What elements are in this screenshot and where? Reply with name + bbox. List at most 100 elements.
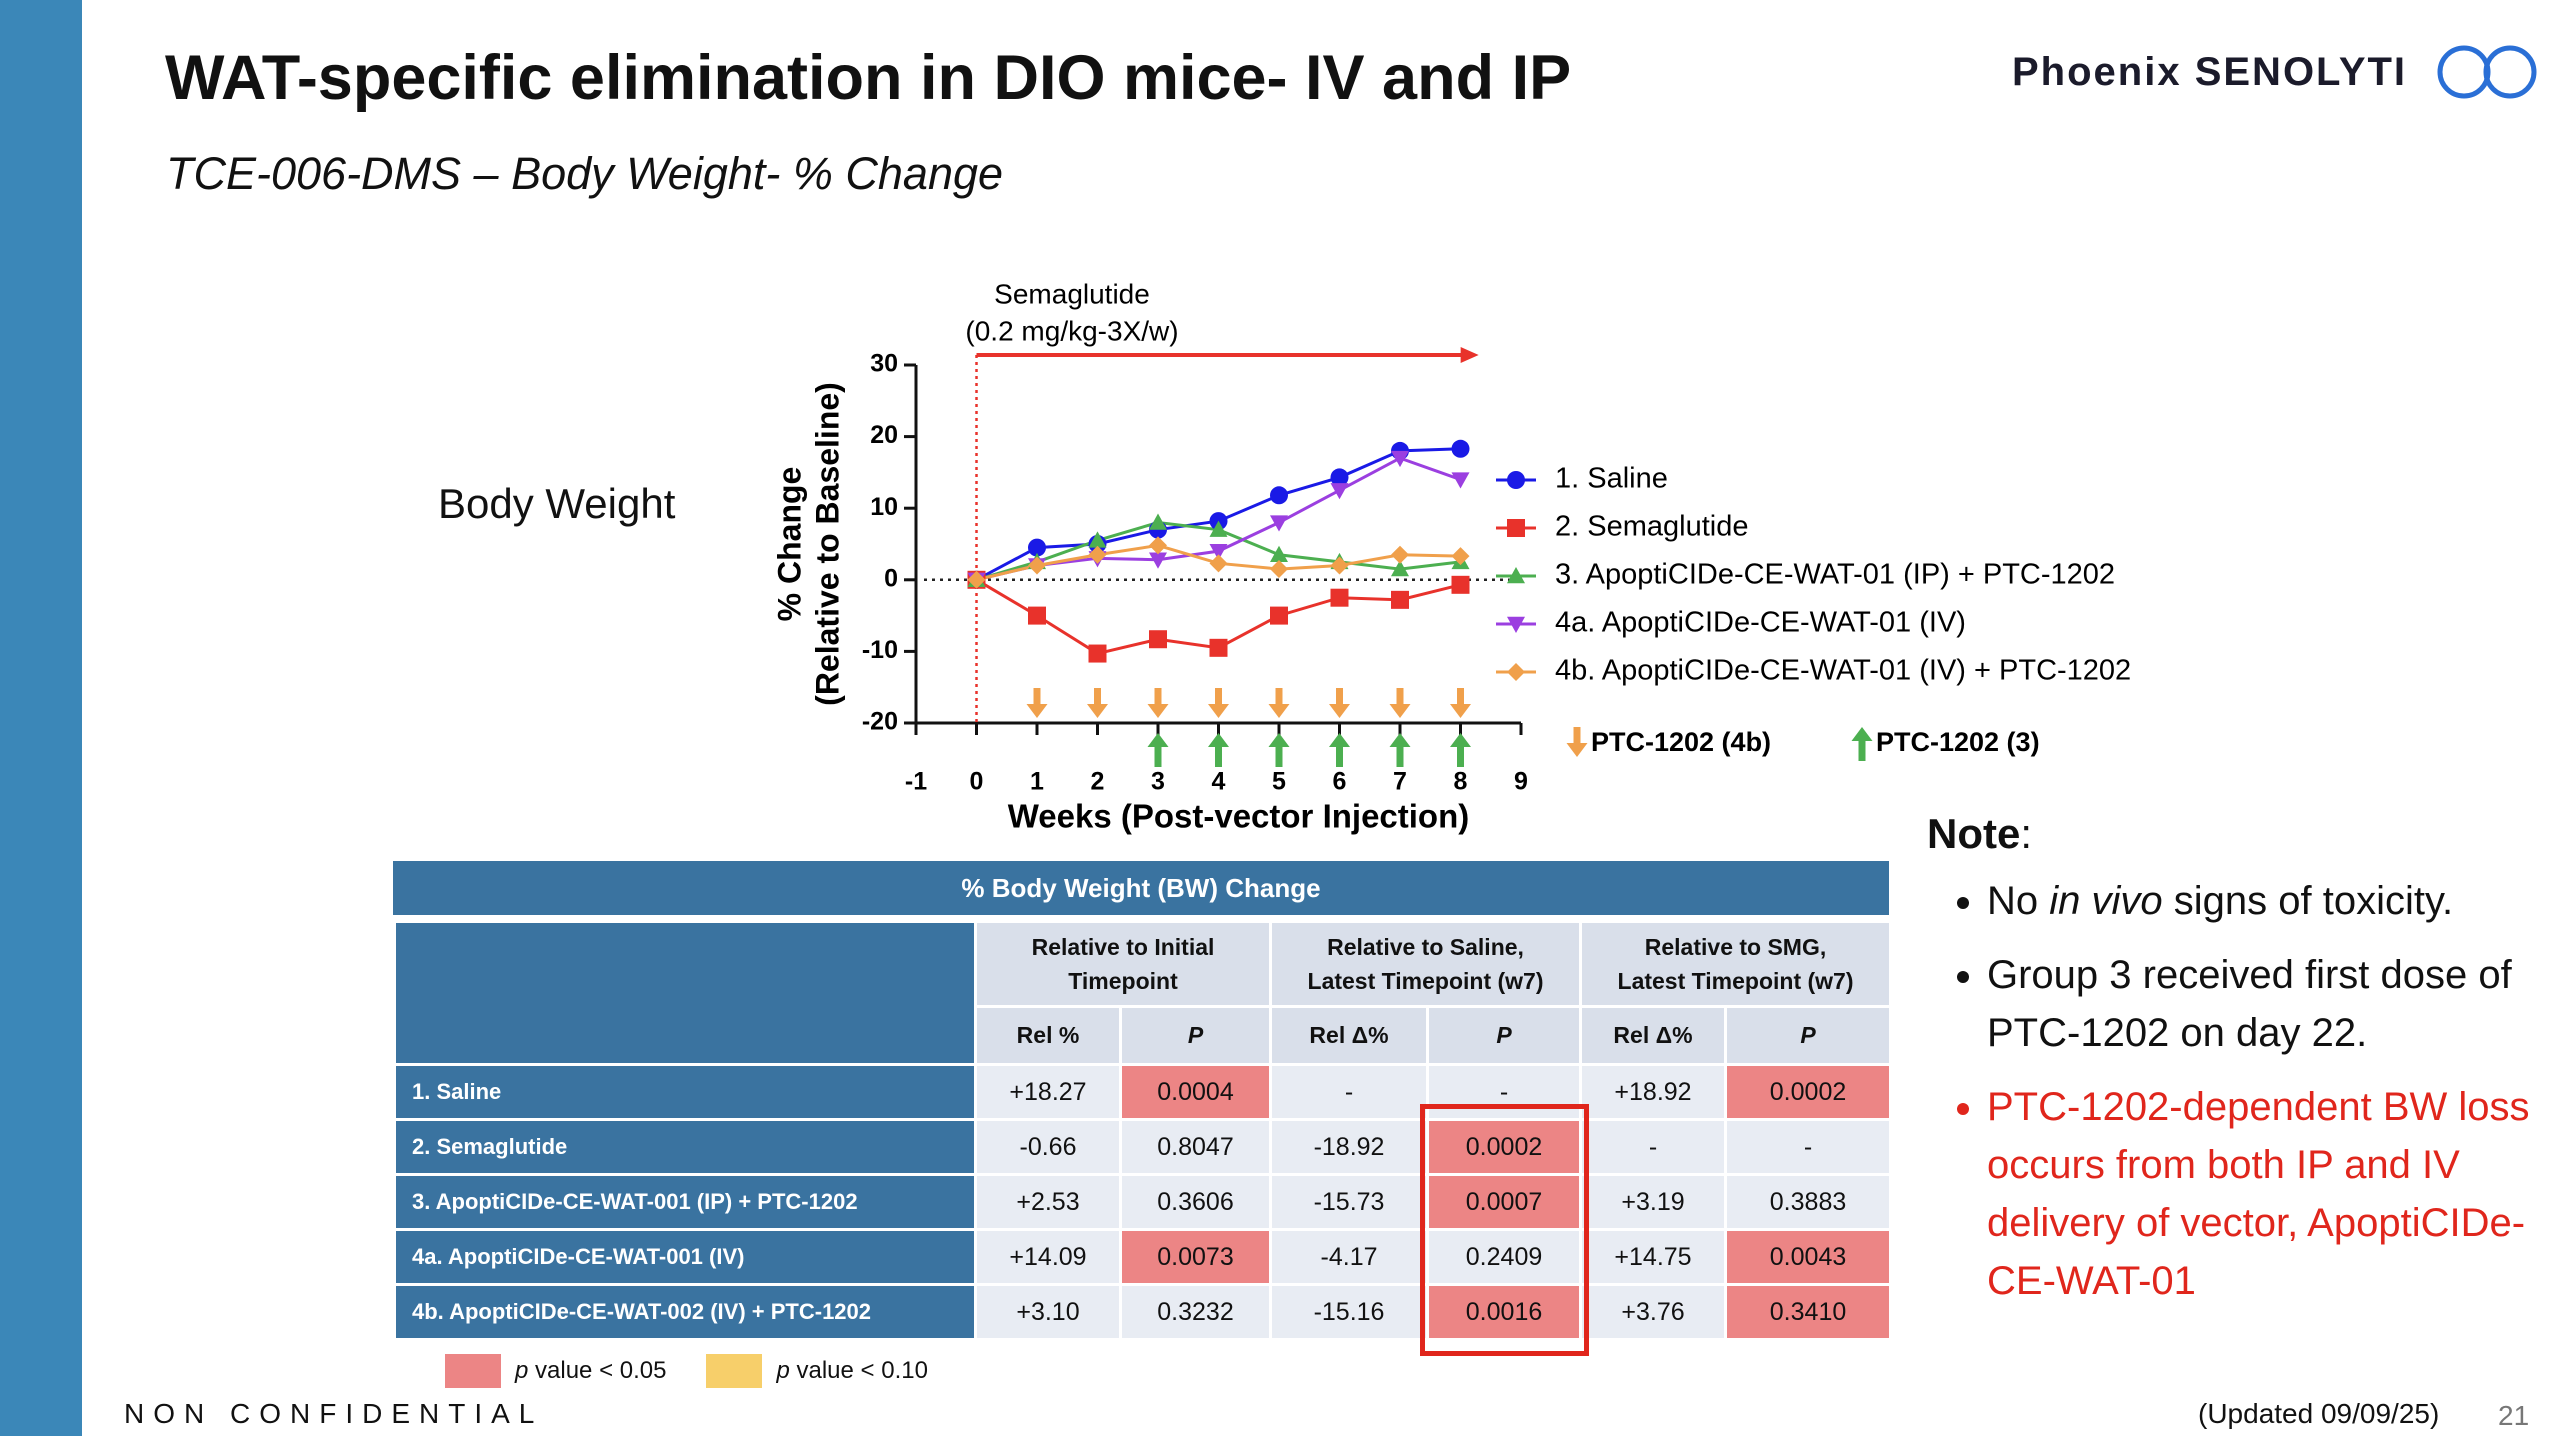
y-tick-label: 0 (884, 564, 898, 592)
cell: - (1579, 1118, 1728, 1176)
data-row: 3. ApoptiCIDe-CE-WAT-001 (IP) + PTC-1202… (393, 1173, 1893, 1231)
logo-text: Phoenix SENOLYTI (2012, 50, 2408, 94)
point (1391, 590, 1409, 609)
x-tick-label: 1 (1030, 768, 1044, 796)
cell: 0.0073 (1118, 1228, 1273, 1286)
significance-text: p value < 0.10 (776, 1357, 927, 1385)
bullet: No in vivo signs of toxicity. (1987, 872, 2547, 930)
header-row: Relative to Initial Timepoint Relative to … (393, 920, 1893, 1066)
dose-arrow (1389, 733, 1411, 767)
point (1088, 644, 1107, 663)
cell: +18.27 (974, 1063, 1122, 1121)
dose-arrow (1329, 733, 1350, 767)
point (1028, 606, 1046, 625)
x-tick-label: 3 (1151, 768, 1165, 796)
dose-arrow (1087, 688, 1108, 718)
x-tick-label: 7 (1393, 768, 1407, 796)
dose-arrow (1450, 733, 1471, 767)
cell: +14.09 (974, 1228, 1122, 1286)
cell: 0.3883 (1724, 1173, 1893, 1231)
dose-legend-arrow (1851, 727, 1873, 761)
cell: 0.0007 (1426, 1173, 1583, 1231)
point (1028, 538, 1046, 557)
dose-legend-label: PTC-1202 (4b) (1591, 727, 1771, 757)
group-header: Relative to Initial Timepoint (973, 920, 1273, 1008)
dose-arrow (1208, 733, 1229, 767)
bullet-text: Group 3 received first dose of PTC-1202 … (1987, 953, 2523, 1055)
column-header: Rel Δ% (1579, 1005, 1728, 1066)
row-label: 4b. ApoptiCIDe-CE-WAT-002 (IV) + PTC-120… (393, 1283, 977, 1341)
group-header: Relative to SMG, Latest Timepoint (w7) (1579, 920, 1893, 1008)
point (1270, 560, 1288, 579)
side-bar (0, 0, 82, 1436)
row-label: 2. Semaglutide (393, 1118, 977, 1176)
cell: 0.0043 (1724, 1228, 1893, 1286)
significance-swatch (706, 1354, 763, 1388)
point (1209, 554, 1228, 573)
cell: - (1724, 1118, 1893, 1176)
annotation-text: Semaglutide (994, 278, 1150, 309)
cell: -18.92 (1269, 1118, 1430, 1176)
point (1330, 468, 1349, 487)
y-axis-title: (Relative to Baseline) (809, 382, 845, 706)
cell: 0.3410 (1724, 1283, 1893, 1341)
dose-arrow (1268, 733, 1290, 767)
dose-arrow (1147, 733, 1169, 767)
point (1209, 520, 1228, 537)
x-axis-title: Weeks (Post-vector Injection) (1008, 798, 1470, 835)
column-header: P (1118, 1005, 1273, 1066)
annotation-arrowhead (1460, 347, 1479, 363)
bullet-text: in vivo (2049, 879, 2163, 923)
slide-title: WAT-specific elimination in DIO mice- IV… (165, 43, 1572, 113)
point (1088, 545, 1107, 564)
point (1451, 575, 1470, 594)
cell: 0.3606 (1118, 1173, 1273, 1231)
cell: 0.3232 (1118, 1283, 1273, 1341)
point (1330, 483, 1349, 500)
point (1391, 545, 1409, 564)
point (1209, 543, 1228, 561)
legend-marker (1507, 663, 1525, 681)
dose-arrow (1389, 688, 1411, 718)
x-tick-label: 5 (1272, 768, 1286, 796)
point (967, 570, 986, 589)
legend-label: 3. ApoptiCIDe-CE-WAT-01 (IP) + PTC-1202 (1555, 559, 2115, 591)
point (1451, 472, 1470, 489)
point (1149, 630, 1167, 649)
significance-swatch (445, 1354, 501, 1388)
x-tick-label: 6 (1333, 768, 1347, 796)
y-axis-title: % Change (771, 467, 807, 622)
x-tick-label: 4 (1212, 768, 1226, 796)
cell: - (1269, 1063, 1430, 1121)
cell: 0.0002 (1426, 1118, 1583, 1176)
dose-arrow (1208, 688, 1229, 718)
significance-symbol: p (515, 1357, 529, 1384)
cell: +3.76 (1579, 1283, 1728, 1341)
cell: 0.8047 (1118, 1118, 1273, 1176)
legend-marker (1507, 567, 1525, 584)
data-row: 4b. ApoptiCIDe-CE-WAT-002 (IV) + PTC-120… (393, 1283, 1893, 1341)
row-label: 3. ApoptiCIDe-CE-WAT-001 (IP) + PTC-1202 (393, 1173, 977, 1231)
cell: +18.92 (1579, 1063, 1728, 1121)
group-header-line: Latest Timepoint (w7) (1617, 968, 1854, 994)
logo-symbol (2437, 45, 2537, 99)
point (1270, 545, 1288, 562)
group-header-line: Latest Timepoint (w7) (1307, 968, 1544, 994)
notes-title-suffix: : (2020, 810, 2033, 857)
point (1270, 606, 1288, 625)
bullet: Group 3 received first dose of PTC-1202 … (1987, 946, 2547, 1062)
point (1149, 513, 1167, 530)
legend-label: 4a. ApoptiCIDe-CE-WAT-01 (IV) (1555, 607, 1966, 639)
significance-label: value < 0.10 (796, 1357, 928, 1384)
legend-marker (1507, 616, 1525, 633)
cell: -15.73 (1269, 1173, 1430, 1231)
significance-item: p value < 0.10 (706, 1354, 928, 1388)
column-header: P (1724, 1005, 1893, 1066)
annotation-text: (0.2 mg/kg-3X/w) (965, 315, 1178, 346)
significance-item: p value < 0.05 (445, 1354, 666, 1388)
significance-legend: p value < 0.05 p value < 0.10 (445, 1354, 928, 1388)
panel-label: Body Weight (438, 480, 676, 527)
bullet-text: No (1987, 879, 2050, 923)
y-tick-label: 30 (870, 350, 898, 378)
